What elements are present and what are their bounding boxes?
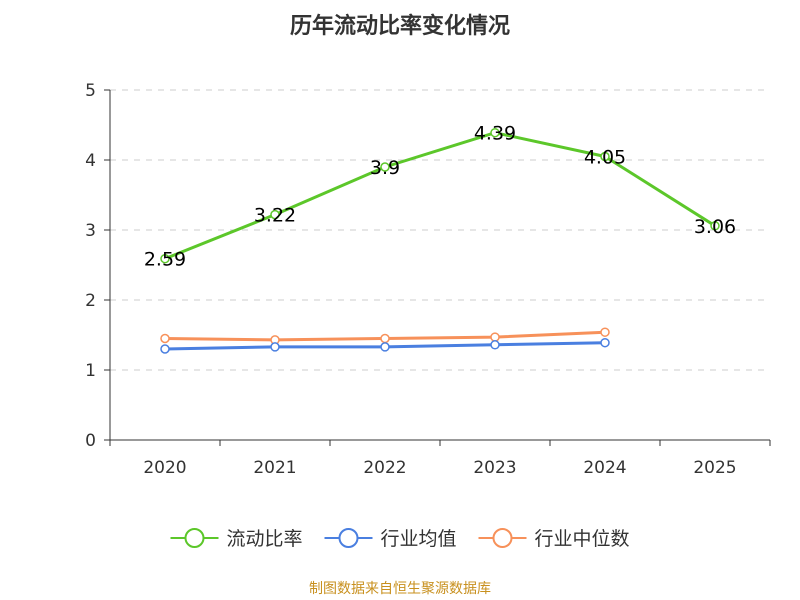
series-line bbox=[164, 131, 716, 261]
data-label: 4.05 bbox=[584, 147, 626, 169]
legend-item: 流动比率 bbox=[170, 528, 303, 550]
data-point bbox=[380, 342, 390, 352]
data-point bbox=[160, 253, 170, 264]
axes: 0 1 2 3 4 5 2020 2021 2022 2023 2024 2025 bbox=[85, 81, 771, 478]
data-label: 3.22 bbox=[254, 205, 296, 227]
legend: 流动比率 行业均值 行业中位数 bbox=[170, 528, 630, 550]
data-point bbox=[490, 127, 500, 138]
x-tick-label: 2021 bbox=[253, 458, 296, 478]
grid-lines bbox=[110, 89, 770, 371]
data-point bbox=[600, 337, 610, 348]
y-tick-label: 0 bbox=[85, 431, 96, 451]
data-label: 4.39 bbox=[474, 123, 516, 145]
data-label: 2.59 bbox=[144, 249, 186, 271]
legend-marker bbox=[492, 528, 513, 548]
data-labels: 2.59 3.22 3.9 4.39 4.05 3.06 bbox=[144, 123, 736, 271]
data-point bbox=[380, 333, 390, 344]
data-point bbox=[160, 344, 170, 354]
legend-item: 行业中位数 bbox=[478, 528, 630, 550]
x-tick-label: 2023 bbox=[473, 458, 516, 478]
y-tick-label: 5 bbox=[85, 81, 96, 101]
y-tick-label: 2 bbox=[85, 291, 96, 311]
data-point bbox=[160, 333, 170, 344]
chart-title: 历年流动比率变化情况 bbox=[289, 14, 510, 39]
series-lines bbox=[160, 127, 720, 354]
data-point bbox=[710, 221, 720, 231]
source-note: 制图数据来自恒生聚源数据库 bbox=[309, 581, 491, 597]
data-point bbox=[600, 327, 610, 337]
legend-label: 行业中位数 bbox=[535, 528, 630, 550]
y-tick-label: 1 bbox=[85, 361, 96, 381]
data-point bbox=[270, 342, 280, 352]
legend-label: 行业均值 bbox=[381, 528, 457, 550]
legend-label: 流动比率 bbox=[227, 528, 303, 550]
data-point bbox=[490, 332, 500, 342]
x-tick-label: 2020 bbox=[143, 458, 186, 478]
data-point bbox=[270, 209, 280, 220]
legend-marker bbox=[184, 528, 205, 548]
y-tick-label: 3 bbox=[85, 221, 96, 241]
legend-marker bbox=[338, 528, 359, 548]
data-label: 3.9 bbox=[370, 157, 400, 179]
x-tick-label: 2024 bbox=[583, 458, 626, 478]
data-point bbox=[490, 340, 500, 350]
x-tick-label: 2025 bbox=[693, 458, 736, 478]
data-label: 3.06 bbox=[694, 216, 736, 238]
data-point bbox=[380, 162, 390, 172]
data-point bbox=[600, 151, 610, 162]
x-tick-label: 2022 bbox=[363, 458, 406, 478]
legend-item: 行业均值 bbox=[324, 528, 457, 550]
y-tick-label: 4 bbox=[85, 151, 96, 171]
